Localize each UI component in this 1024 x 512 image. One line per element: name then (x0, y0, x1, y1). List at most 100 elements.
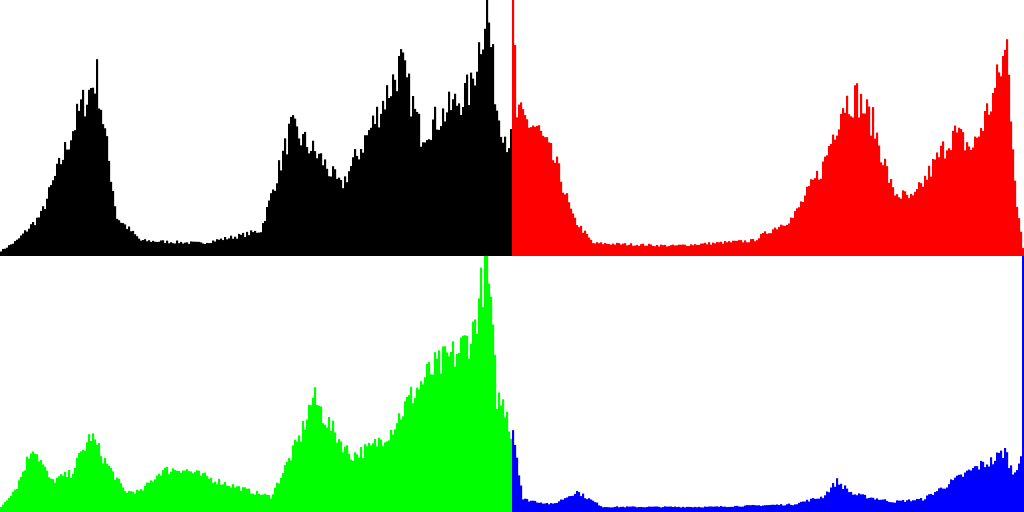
green-bin (424, 377, 427, 512)
green-bin (92, 433, 95, 512)
red-bin (620, 244, 623, 256)
blue-bin (690, 507, 693, 512)
red-bin (718, 242, 721, 256)
luminance-bin (294, 118, 297, 256)
red-bin (804, 195, 807, 256)
blue-bin (562, 499, 565, 512)
green-bin (228, 485, 231, 512)
luminance-bin (82, 89, 85, 257)
red-bin (900, 198, 903, 256)
blue-bin (596, 502, 599, 512)
blue-bin (896, 500, 899, 512)
green-bin (294, 439, 297, 512)
luminance-bin (458, 103, 461, 256)
luminance-bin (500, 136, 503, 256)
blue-bin (590, 499, 593, 512)
red-bin (640, 244, 643, 256)
red-bin (644, 245, 647, 256)
luminance-bin (410, 116, 413, 256)
green-bin (250, 493, 253, 512)
green-bin (16, 488, 19, 512)
blue-bin (868, 497, 871, 512)
green-bin (386, 441, 389, 512)
blue-bin (598, 505, 601, 512)
green-bin (460, 337, 463, 512)
red-bin (592, 243, 595, 256)
red-bin (834, 139, 837, 256)
green-bin (82, 449, 85, 512)
red-bin (706, 244, 709, 256)
red-bin (550, 143, 553, 256)
luminance-bin (110, 181, 113, 256)
blue-bin (928, 494, 931, 512)
red-bin (666, 246, 669, 256)
green-bin (416, 387, 419, 512)
red-bin (926, 179, 929, 256)
red-bin (916, 189, 919, 256)
green-bin (288, 458, 291, 512)
luminance-bin (196, 241, 199, 256)
luminance-bin (272, 189, 275, 256)
green-bin (486, 256, 489, 512)
green-bin (230, 487, 233, 512)
blue-bin (866, 498, 869, 512)
blue-bin (950, 479, 953, 512)
luminance-bin (34, 225, 37, 256)
blue-bin (986, 464, 989, 512)
red-bin (912, 195, 915, 256)
histogram-red (512, 0, 1024, 257)
green-bin (136, 489, 139, 512)
blue-bin (996, 452, 999, 512)
blue-bin (608, 507, 611, 512)
green-bin (490, 296, 493, 512)
green-bin (398, 413, 401, 512)
red-bin (920, 183, 923, 256)
green-bin (282, 472, 285, 512)
red-bin (538, 125, 541, 256)
red-bin (818, 179, 821, 256)
red-bin (650, 244, 653, 256)
blue-bin (592, 500, 595, 512)
green-bin (478, 298, 481, 512)
luminance-bin (120, 222, 123, 256)
luminance-bin (212, 240, 215, 256)
green-bin (270, 498, 273, 512)
red-bin (678, 244, 681, 256)
green-bin (466, 335, 469, 512)
green-bin (38, 461, 41, 512)
green-bin (362, 458, 365, 512)
blue-bin (550, 503, 553, 512)
green-bin (226, 485, 229, 512)
red-bin (726, 242, 729, 256)
blue-bin (642, 507, 645, 512)
luminance-bin (282, 150, 285, 256)
green-bin (30, 453, 33, 512)
blue-bin (634, 506, 637, 512)
blue-bin (914, 500, 917, 512)
blue-bin (776, 504, 779, 512)
green-bin (164, 467, 167, 512)
red-bin (822, 161, 825, 256)
blue-bin (738, 506, 741, 512)
luminance-bin (98, 108, 101, 257)
red-bin (602, 244, 605, 256)
blue-bin (652, 506, 655, 512)
blue-bin (858, 493, 861, 512)
histogram-green (0, 256, 513, 512)
red-bin (610, 244, 613, 256)
blue-bin (1008, 468, 1011, 512)
luminance-bin (26, 231, 29, 256)
red-bin (740, 240, 743, 256)
red-bin (566, 193, 569, 256)
luminance-bin (32, 222, 35, 256)
red-bin (796, 208, 799, 256)
luminance-bin (118, 220, 121, 256)
green-bin (348, 453, 351, 512)
red-bin (790, 217, 793, 256)
luminance-bin (28, 228, 31, 256)
green-bin (400, 419, 403, 512)
red-bin (562, 192, 565, 256)
green-bin (140, 489, 143, 512)
red-bin (750, 239, 753, 256)
green-bin (374, 438, 377, 512)
